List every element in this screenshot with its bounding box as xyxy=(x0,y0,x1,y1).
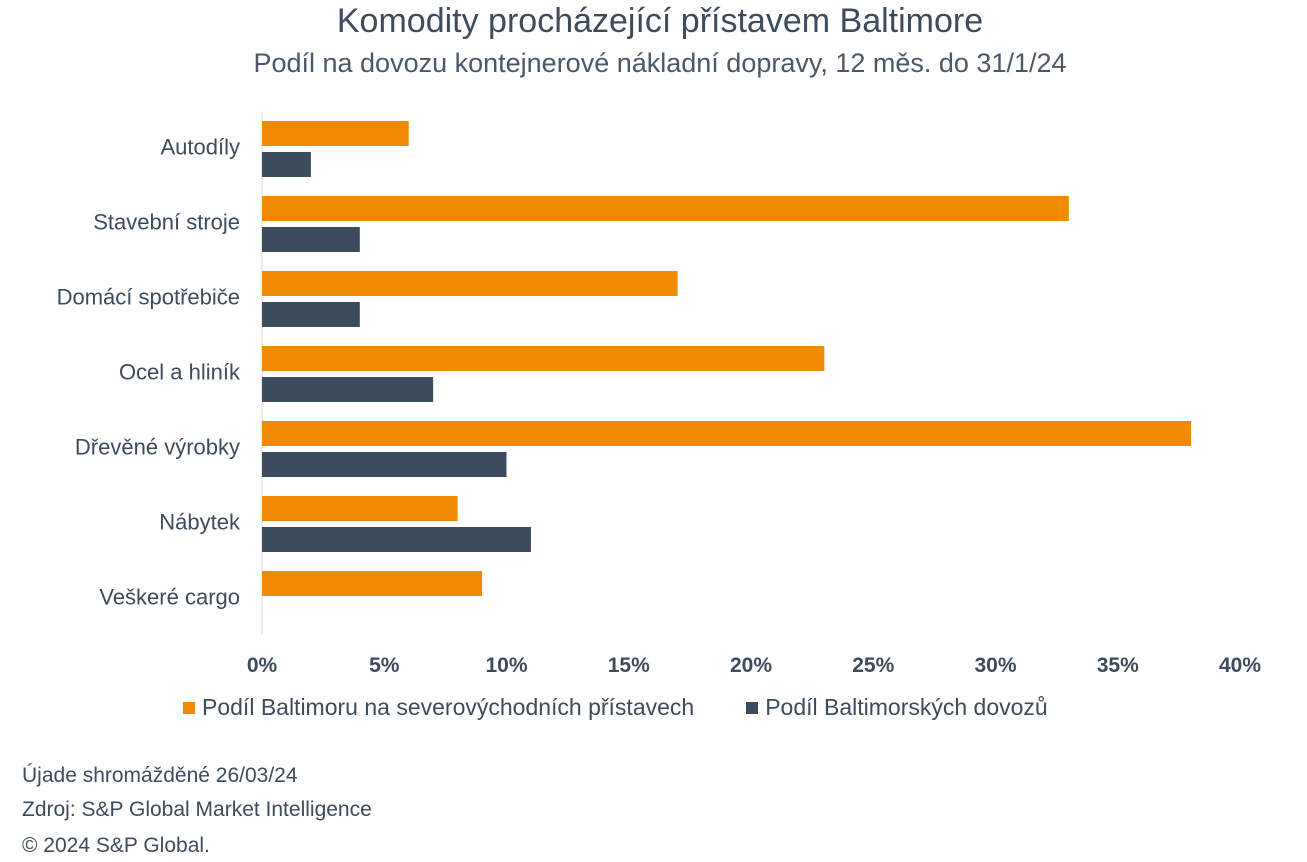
chart-subtitle: Podíl na dovozu kontejnerové nákladní do… xyxy=(253,48,1067,78)
x-tick-label: 0% xyxy=(247,654,278,677)
category-label: Veškeré cargo xyxy=(99,584,240,609)
category-label: Ocel a hliník xyxy=(119,359,241,384)
category-label: Autodíly xyxy=(161,134,241,159)
bar-severovychodni xyxy=(262,196,1069,221)
bar-dovozy xyxy=(262,452,507,477)
x-tick-label: 10% xyxy=(485,654,527,677)
footer-source: Zdroj: S&P Global Market Intelligence xyxy=(22,798,372,821)
footer-date: Újade shromážděné 26/03/24 xyxy=(22,764,298,787)
category-label: Nábytek xyxy=(159,509,241,534)
bar-severovychodni xyxy=(262,421,1192,446)
bar-severovychodni xyxy=(262,121,409,146)
bar-severovychodni xyxy=(262,571,483,596)
x-tick-label: 25% xyxy=(852,654,894,677)
legend-item-dovozy: Podíl Baltimorských dovozů xyxy=(746,694,1048,721)
category-label: Domácí spotřebiče xyxy=(57,284,240,309)
x-tick-label: 30% xyxy=(974,654,1016,677)
chart-title: Komodity procházející přístavem Baltimor… xyxy=(336,2,984,40)
bar-severovychodni xyxy=(262,271,678,296)
x-tick-label: 15% xyxy=(608,654,650,677)
legend-swatch-dark xyxy=(746,701,759,714)
legend: Podíl Baltimoru na severovýchodních přís… xyxy=(183,694,1100,721)
bar-dovozy xyxy=(262,152,311,177)
category-label: Dřevěné výrobky xyxy=(75,434,240,459)
legend-label-severovychodni: Podíl Baltimoru na severovýchodních přís… xyxy=(202,694,695,720)
bar-dovozy xyxy=(262,377,434,402)
bar-chart: Autodíly Stavební stroje Domácí spotřebiče… xyxy=(57,113,1261,677)
x-tick-label: 5% xyxy=(369,654,400,677)
category-label: Stavební stroje xyxy=(93,209,240,234)
x-tick-label: 40% xyxy=(1219,654,1261,677)
bar-dovozy xyxy=(262,302,360,327)
bar-dovozy xyxy=(262,227,360,252)
bar-dovozy xyxy=(262,527,531,552)
footer-copyright: © 2024 S&P Global. xyxy=(22,834,210,857)
legend-label-dovozy: Podíl Baltimorských dovozů xyxy=(765,694,1048,720)
x-tick-label: 35% xyxy=(1097,654,1139,677)
bar-severovychodni xyxy=(262,496,458,521)
bar-severovychodni xyxy=(262,346,825,371)
x-tick-label: 20% xyxy=(730,654,772,677)
legend-swatch-orange xyxy=(183,701,195,714)
legend-item-severovychodni: Podíl Baltimoru na severovýchodních přís… xyxy=(183,694,694,721)
